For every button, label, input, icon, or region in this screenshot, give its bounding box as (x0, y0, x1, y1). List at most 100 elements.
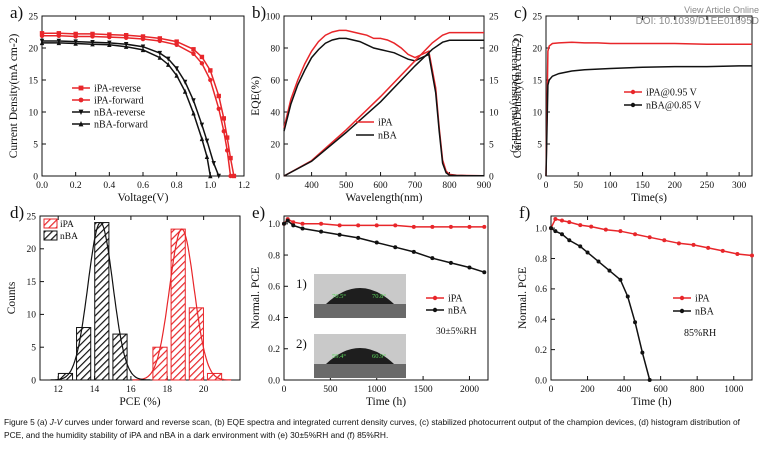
y-tick-label: 0.2 (268, 345, 280, 355)
data-point (618, 277, 623, 282)
x-axis-label: Voltage(V) (118, 192, 169, 204)
caption-prefix: Figure 5 (a) (4, 417, 50, 427)
x-tick-label: 300 (732, 181, 747, 191)
panel-label: f) (519, 203, 530, 222)
y-tick-label: 40 (271, 108, 281, 118)
humidity-annotation: 30±5%RH (436, 327, 477, 337)
contact-angle-left: 59.4° (332, 353, 346, 360)
y-tick-label: 15 (29, 76, 39, 86)
y-tick-label: 0 (33, 172, 38, 182)
data-point (191, 98, 196, 104)
x-tick-label: 0.2 (70, 181, 82, 191)
legend-marker (78, 121, 84, 127)
panel-label: d) (10, 203, 24, 222)
data-point (90, 41, 95, 47)
chart-panel-b: b)400 500 600 700 800 90002040608010005101520… (250, 3, 520, 204)
x-tick-label: 500 (339, 181, 354, 191)
data-point (216, 106, 221, 112)
legend-marker (630, 102, 636, 108)
y-tick-label: 5 (31, 344, 36, 354)
histogram-bar (94, 222, 110, 381)
x-tick-label: 20 (199, 385, 209, 395)
y-axis-label: EQE(%) (250, 76, 262, 116)
y-right-tick-label: 15 (489, 76, 499, 86)
data-point (199, 122, 205, 128)
data-point (204, 154, 210, 159)
x-tick-label: 16 (126, 385, 136, 395)
y-right-axis-label: Current Density(mA cm-2) (509, 39, 520, 153)
data-point (107, 42, 112, 47)
data-point (567, 238, 572, 243)
x-tick-label: 500 (323, 385, 338, 395)
inset-label: 2) (296, 336, 307, 351)
series-line (545, 41, 752, 177)
x-tick-label: 0 (282, 385, 287, 395)
data-point (482, 270, 487, 275)
data-point (221, 116, 226, 121)
legend-swatch (43, 230, 58, 241)
x-tick-label: 1.2 (238, 181, 250, 191)
x-tick-label: 0.0 (36, 181, 48, 191)
data-point (157, 38, 163, 44)
plot-frame (550, 215, 753, 381)
y-tick-label: 0.4 (268, 314, 280, 324)
data-point (374, 223, 379, 228)
x-tick-label: 1000 (724, 385, 743, 395)
data-point (56, 40, 62, 46)
histogram-bar (152, 346, 168, 381)
gaussian-fit-curve (132, 228, 232, 381)
panel-label: b) (252, 3, 266, 22)
data-point (319, 221, 324, 226)
data-point (56, 33, 62, 39)
data-point (140, 47, 146, 53)
legend-label: iPA (448, 294, 463, 305)
x-tick-label: 18 (163, 385, 173, 395)
view-article-online-link[interactable]: View Article Online (684, 5, 759, 15)
legend-label: nBA (378, 131, 398, 142)
data-point (199, 54, 205, 60)
data-point (107, 32, 112, 37)
data-point (567, 220, 572, 225)
data-point (430, 256, 435, 261)
data-point (39, 31, 45, 36)
x-tick-label: 0.4 (103, 181, 115, 191)
y-axis-label: Normal. PCE (517, 267, 529, 329)
legend-marker (432, 307, 438, 313)
data-point (204, 138, 210, 144)
y-tick-label: 0.0 (535, 376, 547, 386)
y-tick-label: 5 (537, 140, 542, 150)
data-point (291, 220, 296, 225)
data-point (73, 31, 78, 37)
data-point (596, 259, 601, 264)
data-point (211, 161, 216, 166)
data-point (39, 40, 45, 46)
data-point (208, 68, 213, 73)
plot-frame (283, 15, 485, 177)
data-point (182, 79, 188, 85)
y-tick-label: 25 (29, 12, 39, 22)
data-point (578, 223, 583, 228)
x-tick-label: 1.0 (204, 181, 216, 191)
substrate-shadow (314, 364, 406, 378)
data-point (90, 34, 95, 39)
data-point (191, 110, 196, 116)
caption-rest: curves under forward and reverse scan, (… (4, 417, 740, 440)
chart-panel-f: f) 0 200 400 600 800 1000 0.0 0.2 0.4 0.6 0.8 1.0 Tim… (517, 203, 754, 408)
data-point (216, 93, 221, 99)
data-point (589, 224, 594, 229)
y-tick-label: 1.0 (268, 220, 280, 230)
y-tick-label: 0.6 (268, 283, 280, 293)
series-line (283, 37, 484, 177)
y-tick-label: 0.2 (535, 346, 547, 356)
data-point (553, 217, 558, 222)
y-axis-label: Normal. PCE (250, 267, 262, 329)
histogram-bar (206, 372, 223, 381)
data-point (182, 88, 188, 94)
data-point (618, 229, 623, 234)
y-tick-label: 20 (27, 245, 37, 255)
x-tick-label: 800 (690, 385, 705, 395)
y-axis-label: Current Density(mA cm-2) (8, 34, 20, 159)
panel-label: a) (10, 3, 23, 22)
legend-marker (679, 308, 685, 314)
legend-label: nBA@0.85 V (646, 101, 702, 112)
